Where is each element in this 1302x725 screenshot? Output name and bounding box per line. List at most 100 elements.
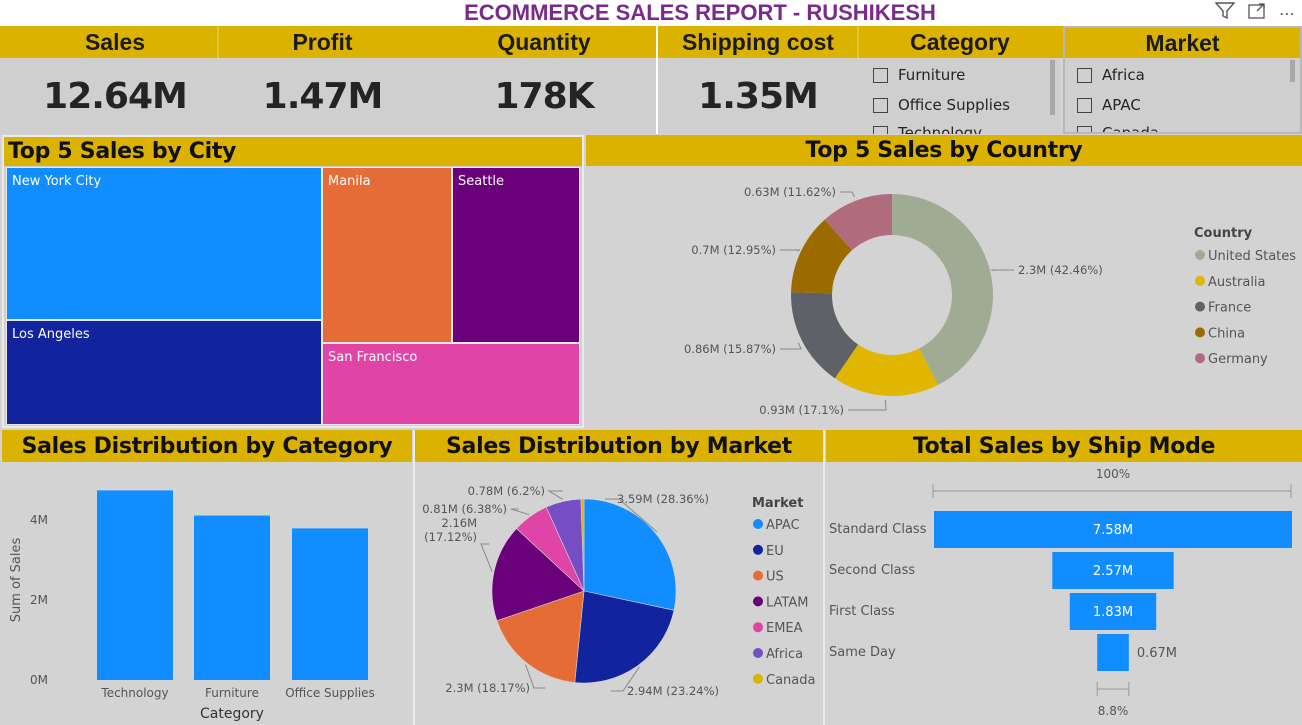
legend-item-china: China (1208, 326, 1245, 341)
checkbox[interactable] (873, 125, 888, 134)
funnel-top-bracket (932, 484, 1292, 498)
donut-slice-australia (834, 344, 939, 396)
kpi-profit-value: 1.47M (262, 76, 384, 117)
checkbox[interactable] (873, 97, 888, 113)
legend-marker-latam (753, 596, 763, 607)
legend-item-germany: Germany (1208, 352, 1268, 367)
pie-leader-line (547, 490, 564, 500)
donut-leader-line (848, 399, 887, 411)
x-tick-label: Office Supplies (285, 686, 375, 700)
pie-leader-line (605, 498, 658, 533)
kpi-divider (656, 26, 658, 134)
filter-icon[interactable] (1214, 2, 1236, 24)
pie-slice-apac (583, 498, 677, 611)
legend-marker-australia (1195, 275, 1205, 286)
bar-technology (97, 490, 173, 680)
category-item-technology[interactable]: Technology (873, 124, 982, 134)
visual-toolbar: ⋯ (1200, 2, 1300, 24)
legend-item-us: US (766, 570, 784, 585)
bar-furniture (194, 515, 270, 680)
legend-item-africa: Africa (766, 647, 803, 662)
legend-marker-us (753, 570, 763, 581)
funnel-top-label: 100% (1096, 467, 1130, 481)
donut-legend-title: Country (1194, 226, 1253, 241)
category-item-furniture[interactable]: Furniture (873, 66, 965, 84)
funnel-bar-standard-class (934, 511, 1292, 548)
market-item-canada[interactable]: Canada (1077, 124, 1159, 132)
pie-slice-latam (491, 528, 585, 622)
funnel-bottom-bracket (1096, 682, 1130, 696)
market-slicer: Africa APAC Canada (1065, 58, 1300, 132)
treemap-tile-manila[interactable]: Manila (322, 167, 452, 343)
treemap-title: Top 5 Sales by City (4, 137, 582, 166)
treemap-tile-san-francisco[interactable]: San Francisco (322, 343, 580, 425)
donut-data-label: 0.63M (11.62%) (744, 185, 836, 199)
market-item-africa[interactable]: Africa (1077, 66, 1145, 84)
pie-data-label: 0.78M (6.2%) (468, 484, 545, 498)
pie-data-label: 0.81M (6.38%) (422, 502, 507, 516)
bar-office-supplies (292, 528, 368, 680)
kpi-sales-value: 12.64M (43, 76, 188, 117)
checkbox[interactable] (1077, 67, 1092, 83)
legend-item-emea: EMEA (766, 621, 803, 636)
legend-marker-apac (753, 519, 763, 529)
pie-data-label: 2.94M (23.24%) (627, 684, 719, 698)
more-options-icon[interactable]: ⋯ (1279, 3, 1296, 23)
legend-item-canada: Canada (766, 673, 815, 688)
donut-leader-line (840, 191, 855, 198)
category-slicer: Furniture Office Supplies Technology (860, 58, 1060, 134)
checkbox[interactable] (1077, 125, 1092, 132)
market-pie-chart: 3.59M (28.36%) 2.94M (23.24%) 2.3M (18.17%… (422, 484, 815, 698)
legend-item-australia: Australia (1208, 275, 1266, 290)
legend-marker-eu (753, 544, 763, 555)
legend-marker-germany (1195, 353, 1205, 364)
pie-data-label: (17.12%) (424, 530, 477, 544)
market-item-apac[interactable]: APAC (1077, 96, 1141, 114)
market-slicer-frame (1063, 26, 1302, 134)
kpi-shipping-cost-value: 1.35M (698, 76, 819, 117)
category-scrollbar[interactable] (1050, 60, 1055, 115)
donut-data-label: 0.86M (15.87%) (684, 342, 776, 356)
funnel-category-label: Same Day (829, 645, 896, 660)
report-title: ECOMMERCE SALES REPORT - RUSHIKESH (464, 0, 936, 25)
focus-mode-icon[interactable] (1247, 2, 1267, 24)
country-donut-title: Top 5 Sales by Country (586, 135, 1302, 166)
ship-mode-funnel-chart: 100% Standard Class 7.58M Second Class 2.57M… (829, 467, 1292, 718)
pie-leader-line (525, 664, 545, 689)
legend-marker-emea (753, 622, 763, 633)
treemap-tile-los-angeles[interactable]: Los Angeles (6, 320, 322, 425)
ship-mode-title: Total Sales by Ship Mode (826, 430, 1302, 462)
donut-data-label: 0.7M (12.95%) (691, 243, 776, 257)
pie-data-label: 2.16M (441, 516, 477, 530)
legend-marker-france (1195, 301, 1205, 312)
market-scrollbar[interactable] (1290, 60, 1295, 82)
legend-marker-africa (753, 648, 763, 658)
x-axis-label: Category (200, 706, 264, 722)
kpi-divider (217, 26, 219, 58)
y-tick-label: 4M (30, 513, 48, 527)
donut-data-label: 2.3M (42.46%) (1018, 263, 1103, 277)
funnel-category-label: Standard Class (829, 522, 927, 537)
x-tick-label: Furniture (205, 686, 259, 700)
checkbox[interactable] (873, 67, 888, 83)
donut-slice-germany (824, 194, 892, 251)
pie-slice-eu (574, 590, 675, 684)
funnel-value-label: 7.58M (1093, 523, 1133, 538)
market-slicer-title: Market (1145, 29, 1220, 56)
treemap-tile-new-york-city[interactable]: New York City (6, 167, 322, 320)
kpi-shipping-cost-label: Shipping cost (681, 28, 835, 55)
donut-slice-china (791, 219, 852, 294)
category-item-office-supplies[interactable]: Office Supplies (873, 96, 1010, 114)
pie-leader-line (510, 508, 530, 516)
kpi-divider (857, 26, 859, 58)
legend-item-latam: LATAM (766, 595, 808, 610)
category-bar-title: Sales Distribution by Category (2, 430, 412, 462)
legend-item-united-states: United States (1208, 249, 1296, 264)
legend-item-apac: APAC (766, 518, 800, 533)
treemap-tile-seattle[interactable]: Seattle (452, 167, 580, 343)
legend-item-france: France (1208, 301, 1251, 316)
y-tick-label: 0M (30, 673, 48, 687)
donut-slice-france (791, 292, 859, 379)
checkbox[interactable] (1077, 97, 1092, 113)
legend-marker-united-states (1195, 250, 1205, 260)
